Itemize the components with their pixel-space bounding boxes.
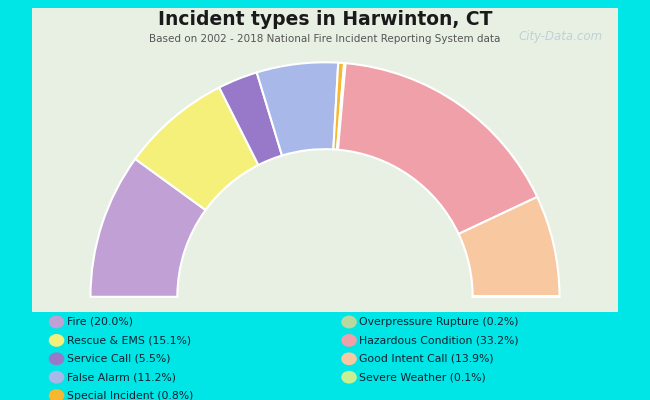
Wedge shape: [473, 296, 560, 297]
Text: Based on 2002 - 2018 National Fire Incident Reporting System data: Based on 2002 - 2018 National Fire Incid…: [150, 34, 500, 44]
Wedge shape: [219, 72, 282, 165]
Text: Rescue & EMS (15.1%): Rescue & EMS (15.1%): [67, 335, 191, 345]
Text: Severe Weather (0.1%): Severe Weather (0.1%): [359, 372, 486, 382]
Text: Fire (20.0%): Fire (20.0%): [67, 317, 133, 327]
Wedge shape: [90, 159, 205, 297]
Wedge shape: [135, 88, 259, 210]
Text: Incident types in Harwinton, CT: Incident types in Harwinton, CT: [158, 10, 492, 29]
Text: Good Intent Call (13.9%): Good Intent Call (13.9%): [359, 354, 494, 364]
Text: Overpressure Rupture (0.2%): Overpressure Rupture (0.2%): [359, 317, 519, 327]
Wedge shape: [338, 63, 537, 234]
Wedge shape: [333, 63, 344, 150]
Text: City-Data.com: City-Data.com: [519, 30, 603, 43]
Text: False Alarm (11.2%): False Alarm (11.2%): [67, 372, 176, 382]
Text: Hazardous Condition (33.2%): Hazardous Condition (33.2%): [359, 335, 519, 345]
Wedge shape: [337, 63, 346, 150]
Text: Special Incident (0.8%): Special Incident (0.8%): [67, 390, 193, 400]
Text: Service Call (5.5%): Service Call (5.5%): [67, 354, 170, 364]
Wedge shape: [257, 62, 338, 156]
Wedge shape: [459, 197, 560, 296]
